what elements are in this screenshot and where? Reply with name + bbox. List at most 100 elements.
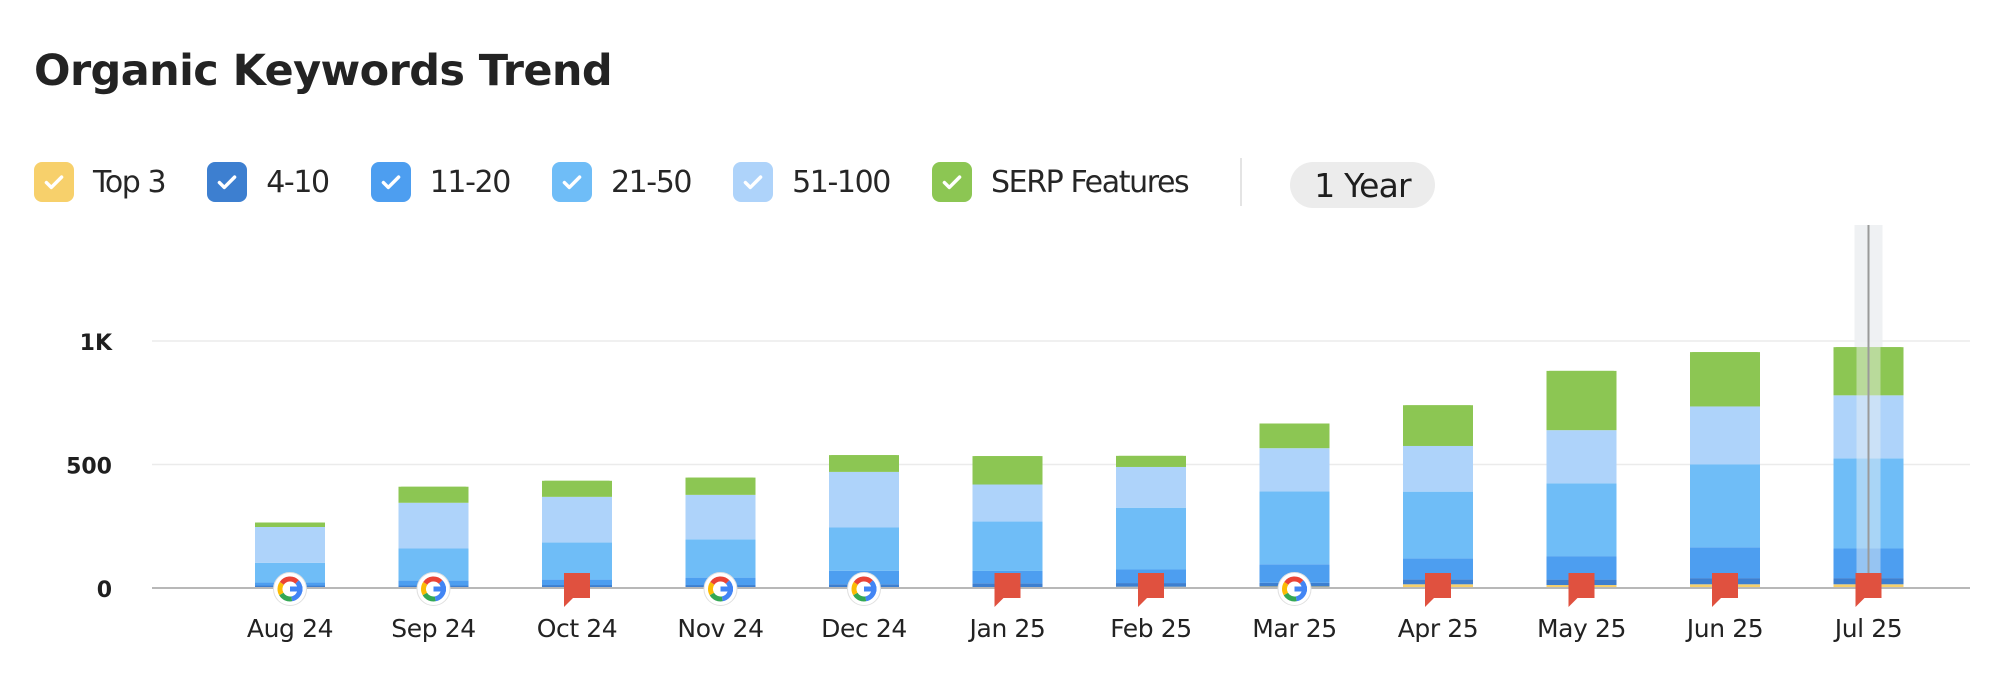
- bar-stack[interactable]: [972, 456, 1043, 588]
- checkbox-4-10[interactable]: [207, 162, 248, 202]
- x-tick-label: Oct 24: [537, 614, 618, 643]
- x-tick-label: Jan 25: [968, 614, 1046, 643]
- legend-item-21-50[interactable]: 21-50: [551, 162, 693, 202]
- bar-cap: [1690, 352, 1760, 359]
- flag-icon[interactable]: [1855, 573, 1882, 607]
- flag-icon[interactable]: [564, 573, 590, 607]
- bar-stack[interactable]: [1403, 405, 1473, 588]
- flag-icon[interactable]: [1712, 573, 1738, 607]
- bar-segment[interactable]: [255, 526, 325, 563]
- bar-cap: [542, 480, 612, 487]
- bar-segment[interactable]: [1116, 507, 1186, 570]
- bar-stack[interactable]: [1116, 455, 1186, 588]
- legend-label-top3: Top 3: [93, 164, 167, 200]
- check-icon: [942, 175, 962, 190]
- bar-segment[interactable]: [1690, 406, 1760, 465]
- legend-label-serp-features: SERP Features: [991, 164, 1190, 200]
- bar-segment[interactable]: [1546, 483, 1617, 557]
- check-icon: [381, 175, 401, 190]
- x-tick-label: Mar 25: [1252, 614, 1337, 643]
- bar-segment[interactable]: [972, 521, 1043, 571]
- bar-stack[interactable]: [1546, 370, 1617, 588]
- legend-item-serp-features[interactable]: SERP Features: [932, 162, 1190, 202]
- bar-stack[interactable]: [1259, 423, 1330, 588]
- google-icon[interactable]: [1277, 572, 1312, 606]
- bar-segment[interactable]: [1690, 547, 1760, 579]
- y-tick-label: 0: [97, 578, 112, 603]
- bar-segment[interactable]: [398, 502, 469, 549]
- checkbox-21-50[interactable]: [551, 162, 592, 202]
- bar-segment[interactable]: [685, 494, 756, 540]
- legend-item-4-10[interactable]: 4-10: [207, 162, 330, 202]
- bar-segment[interactable]: [972, 484, 1043, 522]
- legend-item-51-100[interactable]: 51-100: [733, 162, 891, 202]
- legend: Top 3 4-10 11-20 21-50 51-100 SERP Featu…: [34, 158, 1435, 208]
- google-icon[interactable]: [703, 572, 738, 606]
- x-tick-label: Apr 25: [1398, 614, 1479, 643]
- legend-divider: [1240, 158, 1243, 206]
- google-icon[interactable]: [273, 572, 307, 606]
- bar-segment[interactable]: [685, 539, 756, 578]
- flag-icon[interactable]: [994, 573, 1021, 607]
- x-tick-label: Jul 25: [1833, 614, 1903, 643]
- legend-item-top3[interactable]: Top 3: [34, 162, 167, 202]
- x-tick-label: Sep 24: [391, 614, 475, 643]
- bar-segment[interactable]: [1259, 448, 1330, 492]
- checkbox-51-100[interactable]: [733, 162, 774, 202]
- legend-label-21-50: 21-50: [610, 164, 693, 200]
- bar-cap: [972, 456, 1043, 463]
- flag-icon[interactable]: [1425, 573, 1451, 607]
- x-tick-label: Feb 25: [1110, 614, 1192, 643]
- bar-segment[interactable]: [1690, 352, 1760, 407]
- bar-segment[interactable]: [1116, 466, 1186, 508]
- bar-cap: [398, 486, 469, 493]
- checkbox-top3[interactable]: [34, 162, 74, 202]
- bar-segment[interactable]: [1546, 370, 1617, 431]
- bar-segment[interactable]: [829, 471, 899, 528]
- x-tick-label: Jun 25: [1685, 614, 1763, 643]
- y-tick-label: 500: [66, 455, 112, 480]
- google-icon[interactable]: [847, 572, 881, 606]
- checkbox-serp-features[interactable]: [932, 162, 972, 202]
- check-icon: [743, 175, 763, 190]
- legend-label-4-10: 4-10: [266, 164, 330, 200]
- bar-cap: [1259, 423, 1330, 430]
- x-tick-label: May 25: [1537, 614, 1626, 643]
- bar-cap: [1116, 455, 1186, 462]
- bar-segment[interactable]: [1690, 464, 1760, 548]
- bar-segment[interactable]: [1546, 430, 1617, 484]
- bar-segment[interactable]: [1403, 405, 1473, 446]
- bar-cap: [685, 477, 756, 484]
- bar-segment[interactable]: [829, 527, 899, 571]
- x-tick-label: Dec 24: [821, 614, 907, 643]
- bar-cap: [1403, 405, 1473, 412]
- legend-item-11-20[interactable]: 11-20: [370, 162, 511, 202]
- bar-cap: [829, 455, 899, 462]
- y-tick-label: 1K: [80, 331, 113, 356]
- x-tick-label: Aug 24: [247, 614, 333, 643]
- bar-stack[interactable]: [1690, 352, 1760, 588]
- bar-segment[interactable]: [1403, 491, 1473, 559]
- bar-stack[interactable]: [542, 480, 612, 588]
- legend-label-51-100: 51-100: [792, 164, 891, 200]
- x-tick-label: Nov 24: [677, 614, 763, 643]
- bar-cap: [255, 522, 325, 527]
- bar-segment[interactable]: [1546, 556, 1617, 580]
- period-selector-button[interactable]: 1 Year: [1290, 162, 1435, 208]
- bar-segment[interactable]: [542, 496, 612, 543]
- bar-stack[interactable]: [685, 477, 756, 588]
- checkbox-11-20[interactable]: [370, 162, 411, 202]
- flag-icon[interactable]: [1138, 573, 1164, 607]
- check-icon: [44, 175, 64, 190]
- bar-segment[interactable]: [1259, 491, 1330, 565]
- chart-title: Organic Keywords Trend: [34, 46, 613, 96]
- flag-icon[interactable]: [1568, 573, 1595, 607]
- bar-cap: [1546, 370, 1617, 377]
- google-icon[interactable]: [416, 572, 451, 606]
- check-icon: [562, 175, 582, 190]
- check-icon: [217, 175, 237, 190]
- bar-segment[interactable]: [1403, 445, 1473, 492]
- bar-stack[interactable]: [829, 455, 899, 588]
- bar-segment[interactable]: [1403, 558, 1473, 580]
